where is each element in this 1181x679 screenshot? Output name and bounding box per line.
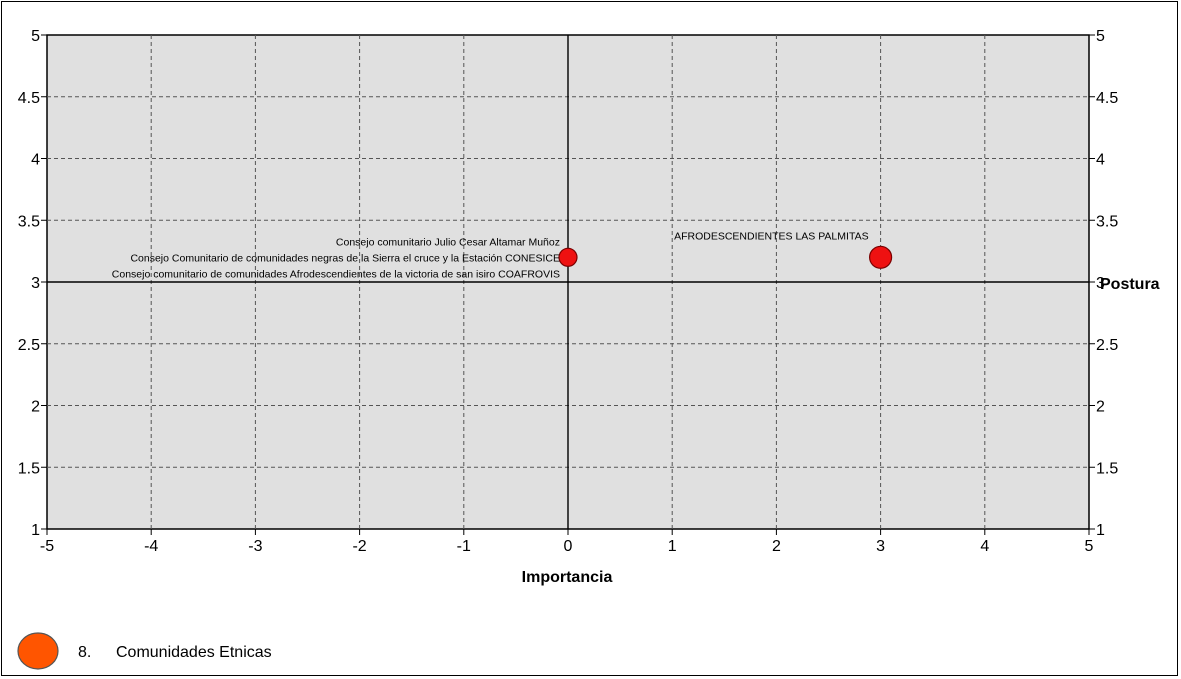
- x-tick-label: -1: [457, 538, 471, 555]
- y-tick-label-right: 2.5: [1096, 337, 1118, 354]
- legend-label: Comunidades Etnicas: [116, 644, 272, 661]
- x-tick-label: 5: [1085, 538, 1094, 555]
- x-tick-label: 2: [772, 538, 781, 555]
- y-tick-label-right: 5: [1096, 28, 1105, 45]
- x-tick-label: 1: [668, 538, 677, 555]
- y-tick-label-left: 3: [31, 275, 40, 292]
- y-axis-ticks-right: 1 1.5 2 2.5 3 3.5 4 4.5 5: [1089, 28, 1118, 539]
- y-tick-label-left: 2: [31, 399, 40, 416]
- point-labels: Consejo comunitario Julio Cesar Altamar …: [112, 230, 869, 280]
- y-tick-label-left: 2.5: [18, 337, 40, 354]
- point-label: Consejo comunitario Julio Cesar Altamar …: [336, 236, 560, 248]
- x-tick-label: 4: [980, 538, 989, 555]
- y-tick-label-right: 4: [1096, 152, 1105, 169]
- x-tick-label: 3: [876, 538, 885, 555]
- y-tick-label-left: 1: [31, 522, 40, 539]
- y-axis-ticks-left: 1 1.5 2 2.5 3 3.5 4 4.5 5: [18, 28, 47, 539]
- x-tick-label: -4: [144, 538, 158, 555]
- x-axis-ticks: -5 -4 -3 -2 -1 0 1 2 3 4 5: [40, 529, 1094, 555]
- point-label: Consejo comunitario de comunidades Afrod…: [112, 268, 560, 280]
- y-tick-label-right: 3.5: [1096, 213, 1118, 230]
- x-tick-label: 0: [564, 538, 573, 555]
- data-point: [558, 247, 578, 267]
- x-tick-label: -2: [352, 538, 366, 555]
- y-tick-label-right: 1: [1096, 522, 1105, 539]
- y-tick-label-right: 4.5: [1096, 90, 1118, 107]
- data-points: [558, 245, 893, 269]
- x-tick-label: -3: [248, 538, 262, 555]
- y-axis-title: Postura: [1100, 276, 1160, 293]
- reference-lines: [47, 35, 1089, 529]
- y-tick-label-left: 5: [31, 28, 40, 45]
- point-label: Consejo Comunitario de comunidades negra…: [130, 252, 560, 264]
- legend: 8. Comunidades Etnicas: [17, 632, 272, 670]
- y-tick-label-right: 3: [1096, 275, 1105, 292]
- y-tick-label-left: 3.5: [18, 213, 40, 230]
- y-tick-label-left: 1.5: [18, 460, 40, 477]
- y-tick-label-right: 1.5: [1096, 460, 1118, 477]
- data-point: [868, 245, 893, 269]
- x-axis-title: Importancia: [522, 569, 613, 586]
- point-label: AFRODESCENDIENTES LAS PALMITAS: [674, 230, 869, 242]
- y-tick-label-left: 4.5: [18, 90, 40, 107]
- y-tick-label-left: 4: [31, 152, 40, 169]
- legend-number: 8.: [78, 644, 91, 661]
- legend-marker: [17, 632, 59, 670]
- x-tick-label: -5: [40, 538, 54, 555]
- y-tick-label-right: 2: [1096, 399, 1105, 416]
